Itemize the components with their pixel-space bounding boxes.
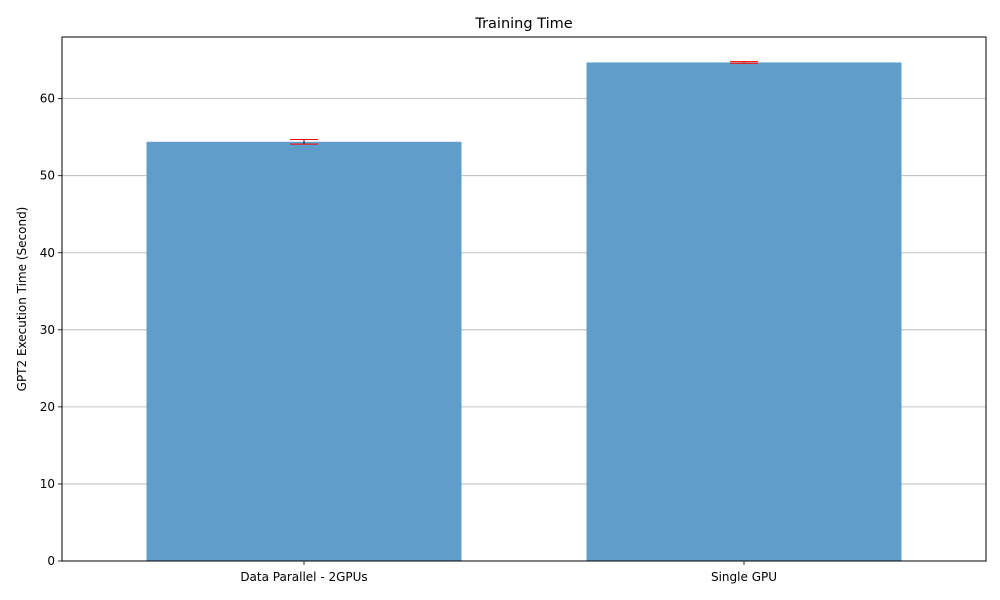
x-tick-label: Data Parallel - 2GPUs bbox=[240, 570, 367, 584]
y-tick-label: 50 bbox=[40, 169, 55, 183]
chart-title: Training Time bbox=[474, 16, 572, 32]
bar bbox=[146, 141, 462, 562]
error-bars bbox=[290, 61, 758, 145]
error-bar bbox=[730, 61, 758, 64]
bars bbox=[146, 62, 902, 562]
y-axis-label: GPT2 Execution Time (Second) bbox=[15, 207, 29, 392]
y-tick-label: 20 bbox=[40, 400, 55, 414]
y-tick-label: 10 bbox=[40, 477, 55, 491]
y-axis-ticks: 0 10 20 30 40 50 60 bbox=[40, 92, 62, 568]
y-tick-label: 30 bbox=[40, 323, 55, 337]
x-tick-label: Single GPU bbox=[711, 570, 777, 584]
bar bbox=[586, 62, 902, 561]
y-tick-label: 0 bbox=[47, 554, 55, 568]
y-tick-label: 40 bbox=[40, 246, 55, 260]
plot-frame bbox=[61, 36, 987, 562]
x-axis-ticks: Data Parallel - 2GPUs Single GPU bbox=[240, 561, 777, 584]
y-tick-label: 60 bbox=[40, 92, 55, 106]
error-bar bbox=[290, 138, 318, 145]
